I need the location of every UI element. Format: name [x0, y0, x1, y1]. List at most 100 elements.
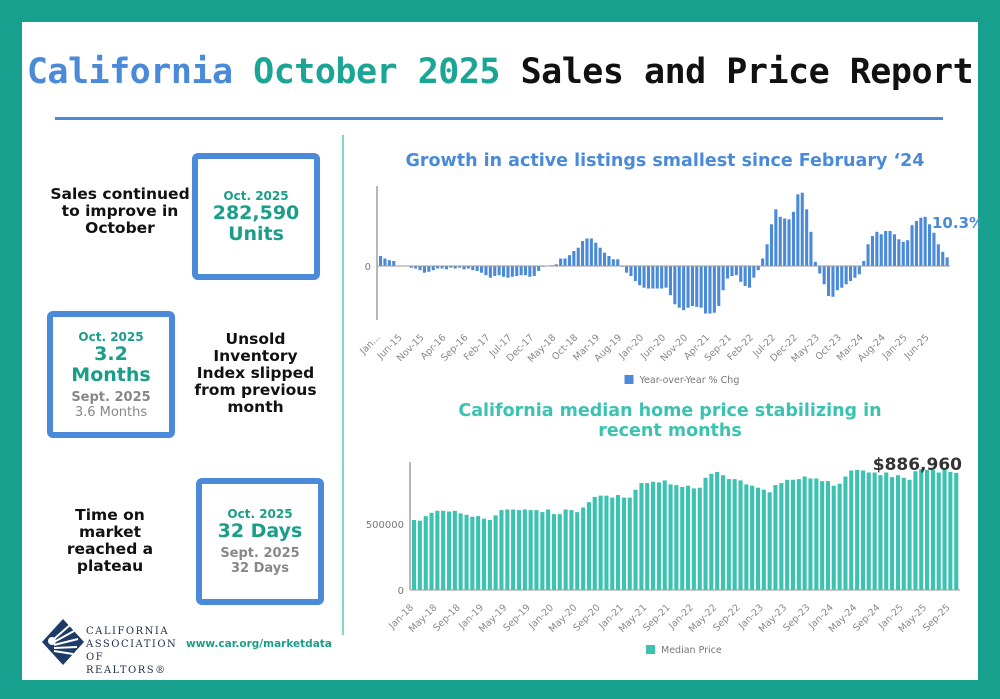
bar [853, 266, 857, 278]
bar [907, 479, 912, 590]
bar [435, 510, 440, 590]
bar [761, 258, 765, 266]
bar [831, 485, 836, 590]
bar [802, 476, 807, 590]
bar [941, 251, 945, 266]
bar [721, 475, 726, 590]
bar [594, 242, 598, 266]
dom-box: Oct. 2025 32 Days Sept. 2025 32 Days [196, 478, 324, 605]
bar [660, 266, 664, 289]
bar [862, 261, 866, 266]
bar [785, 479, 790, 590]
bar [773, 485, 778, 590]
bar [534, 510, 539, 590]
bar [414, 266, 418, 269]
bar [471, 266, 475, 271]
bar [645, 483, 650, 590]
bar [936, 244, 940, 266]
bar [585, 238, 589, 266]
bar [739, 266, 743, 282]
price-chart-title: California median home price stabilizing… [458, 401, 882, 441]
bar [914, 221, 918, 266]
bar [464, 514, 469, 590]
bar [576, 247, 580, 266]
y-tick-label: 500000 [366, 520, 404, 531]
bar [656, 482, 661, 590]
bar [482, 518, 487, 590]
bar [559, 258, 563, 266]
bar [831, 266, 835, 297]
legend-label: Year-over-Year % Chg [639, 375, 740, 386]
sales-value: 282,590 [212, 201, 300, 224]
bar [686, 266, 690, 308]
bar [840, 266, 844, 288]
bar [436, 266, 440, 269]
bar [412, 520, 417, 590]
bar [569, 510, 574, 590]
inventory-box: Oct. 2025 3.2 Months Sept. 2025 3.6 Mont… [47, 311, 175, 438]
bar [429, 512, 434, 590]
bar [930, 469, 935, 590]
inventory-period: Oct. 2025 [78, 329, 144, 344]
bar [563, 258, 567, 266]
bar [422, 266, 426, 273]
bar [827, 266, 831, 296]
bar [750, 485, 755, 590]
market-data-link[interactable]: www.car.org/marketdata [186, 638, 332, 650]
column-divider [342, 135, 344, 635]
sales-description: Sales continued to improve in October [50, 185, 190, 237]
bar [849, 266, 853, 281]
price-chart: 0500000Jan-18May-18Sep-18Jan-19May-19Sep… [366, 455, 962, 656]
bar [642, 266, 646, 288]
bar [522, 509, 527, 590]
bar [470, 516, 475, 590]
bar [778, 216, 782, 266]
dom-value: 32 Days [217, 520, 303, 542]
bar [497, 266, 501, 276]
bar [627, 497, 632, 590]
bar [387, 260, 391, 266]
inventory-prev-period: Sept. 2025 [71, 389, 151, 405]
bar [392, 261, 396, 266]
bar [761, 489, 766, 590]
bar [484, 266, 488, 276]
bar [783, 218, 787, 266]
bar [646, 266, 650, 289]
bar [668, 266, 672, 296]
bar [923, 216, 927, 266]
bar [662, 480, 667, 590]
bar [919, 469, 924, 590]
bar [857, 266, 861, 275]
bar [453, 266, 457, 269]
bar [715, 471, 720, 590]
bar [765, 244, 769, 266]
bar [427, 266, 431, 272]
dom-period: Oct. 2025 [227, 507, 293, 521]
bar [686, 485, 691, 590]
bar [879, 234, 883, 266]
bar [523, 266, 527, 276]
bar [888, 231, 892, 266]
bar [814, 478, 819, 590]
bar [633, 489, 638, 590]
bar [621, 497, 626, 590]
y-tick-label: 0 [365, 262, 371, 273]
bar [598, 495, 603, 590]
bar [499, 510, 504, 590]
bar [800, 192, 804, 266]
bar [629, 266, 633, 276]
sales-unit: Units [228, 222, 284, 245]
bar [822, 266, 826, 285]
bar [808, 478, 813, 590]
bar [835, 266, 839, 291]
bar [872, 472, 877, 590]
bar [738, 480, 743, 590]
bar [878, 475, 883, 590]
bar [557, 514, 562, 590]
bar [431, 266, 435, 271]
bar [690, 266, 694, 306]
bar [769, 224, 773, 266]
bar [452, 510, 457, 590]
bar [774, 209, 778, 266]
bar [515, 266, 519, 276]
